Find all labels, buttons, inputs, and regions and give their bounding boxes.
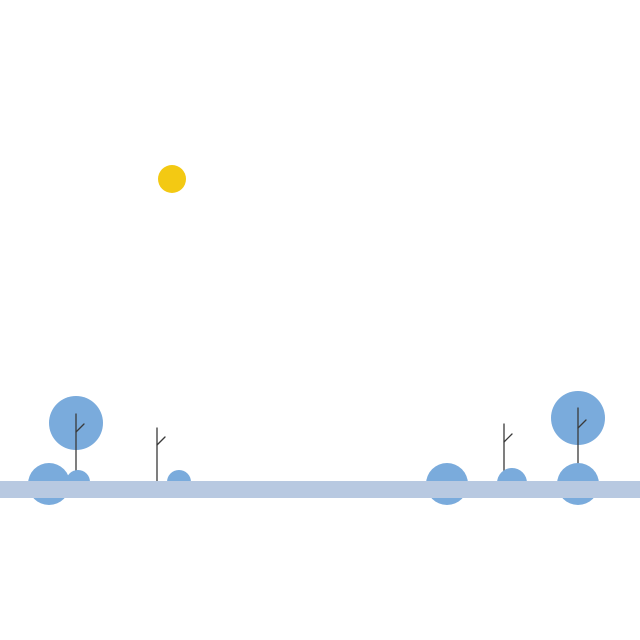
sun-icon [158,165,186,193]
ground-strip [0,481,640,498]
